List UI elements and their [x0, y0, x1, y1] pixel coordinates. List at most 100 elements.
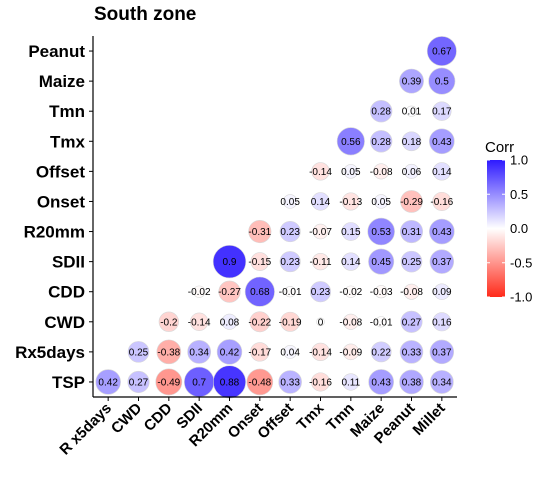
- corr-value-label: -0.16: [309, 377, 332, 388]
- row-label: Onset: [37, 192, 86, 211]
- corr-value-label: 0.05: [341, 167, 361, 178]
- corr-circle: [432, 312, 452, 332]
- row-label: R20mm: [24, 223, 85, 242]
- corr-circle: [341, 222, 361, 241]
- corr-circle: [341, 252, 360, 271]
- corr-value-label: 0.37: [432, 257, 452, 268]
- corr-value-label: -0.14: [188, 317, 211, 328]
- corr-value-label: 0.18: [402, 137, 422, 148]
- corr-circle: [127, 341, 150, 363]
- corr-circle: [368, 369, 394, 395]
- corr-circle: [311, 162, 330, 181]
- corr-circle: [399, 68, 424, 94]
- corr-circle: [221, 313, 238, 330]
- corr-value-label: -0.07: [309, 227, 332, 238]
- corr-circle: [426, 36, 457, 66]
- legend-tick-label: -1.0: [510, 290, 532, 305]
- corr-circle: [400, 310, 423, 333]
- corr-circle: [158, 311, 179, 332]
- row-label: CDD: [48, 283, 85, 302]
- corr-circle: [156, 339, 182, 365]
- corr-circle: [373, 163, 390, 180]
- corr-circle: [342, 313, 359, 330]
- corr-value-label: -0.08: [400, 287, 423, 298]
- corr-circle: [400, 190, 423, 213]
- corr-value-label: 0.04: [280, 347, 300, 358]
- corr-value-label: 0.28: [371, 107, 391, 118]
- corr-circle: [282, 194, 298, 209]
- corr-value-label: 0.34: [189, 347, 209, 358]
- corr-value-label: 0.17: [432, 107, 452, 118]
- corr-value-label: -0.2: [160, 317, 178, 328]
- legend-tick-label: 1.0: [510, 153, 528, 168]
- corr-value-label: -0.49: [157, 377, 180, 388]
- row-label: TSP: [52, 373, 85, 392]
- corr-value-label: 0.43: [432, 137, 452, 148]
- corr-value-label: 0.14: [432, 167, 452, 178]
- corr-value-label: 0.45: [371, 257, 391, 268]
- corr-value-label: 0.25: [402, 257, 422, 268]
- corr-value-label: -0.48: [248, 377, 271, 388]
- corr-circle: [399, 369, 424, 395]
- corr-value-label: -0.01: [279, 287, 302, 298]
- corr-circle: [309, 281, 332, 303]
- corr-circle: [367, 217, 395, 246]
- corr-value-label: -0.15: [248, 257, 271, 268]
- corr-circle: [279, 251, 301, 273]
- corr-circle: [250, 342, 270, 362]
- corr-value-label: 0.05: [280, 197, 300, 208]
- corr-value-label: -0.14: [309, 167, 332, 178]
- corr-value-label: 0: [318, 317, 324, 328]
- corr-value-label: 0.68: [250, 287, 270, 298]
- corr-value-label: 0.56: [341, 137, 361, 148]
- corr-value-label: -0.31: [248, 227, 271, 238]
- row-label: Tmx: [50, 132, 86, 151]
- corr-value-label: 0.28: [371, 137, 391, 148]
- corr-value-label: -0.19: [279, 317, 302, 328]
- corr-circle: [244, 276, 275, 307]
- legend-tick-label: 0.0: [510, 221, 528, 236]
- row-label: SDII: [52, 253, 85, 272]
- corr-circle: [311, 342, 330, 362]
- corr-circle: [404, 163, 419, 179]
- corr-value-label: 0.27: [129, 377, 149, 388]
- corr-circle: [429, 249, 455, 274]
- column-label: CDD: [141, 400, 176, 435]
- corr-value-label: 0.43: [371, 377, 391, 388]
- column-labels: R x5daysCWDCDDSDIIR20mmOnsetOffsetTmxTmn…: [56, 399, 448, 458]
- row-labels: Peanut Maize Tmn Tmx Offset Onset R20mm SDII CDD…: [15, 42, 85, 392]
- legend-title: Corr: [485, 139, 514, 156]
- corr-circle: [249, 311, 271, 333]
- corr-circle: [312, 223, 329, 240]
- corr-circle: [400, 250, 423, 273]
- corr-circle: [187, 339, 212, 364]
- corr-circle: [373, 194, 389, 209]
- corr-circle: [343, 164, 359, 179]
- corr-circle: [280, 311, 301, 332]
- row-label: Offset: [36, 162, 85, 181]
- corr-value-label: 0.33: [280, 377, 300, 388]
- corr-value-label: 0.42: [98, 377, 118, 388]
- row-label: Peanut: [28, 42, 85, 61]
- legend-tick-label: -0.5: [510, 255, 532, 270]
- legend-tick-label: 0.5: [510, 187, 528, 202]
- corr-circle: [368, 248, 395, 275]
- corr-value-label: -0.29: [400, 197, 423, 208]
- corr-circle: [432, 162, 451, 181]
- corr-circle: [278, 370, 302, 394]
- corr-circle: [155, 368, 183, 396]
- corr-circle: [428, 67, 456, 95]
- corr-circle: [212, 244, 247, 279]
- corr-circle: [432, 101, 452, 121]
- corr-value-label: -0.14: [309, 347, 332, 358]
- corr-value-label: 0.39: [402, 77, 422, 88]
- corr-value-label: 0.27: [402, 317, 422, 328]
- corr-value-label: 0.11: [341, 377, 360, 388]
- corr-value-label: 0.33: [402, 347, 422, 358]
- column-label: CWD: [108, 400, 145, 437]
- corr-circle: [95, 369, 121, 395]
- corr-value-label: 0.23: [311, 287, 331, 298]
- corr-circle: [248, 220, 272, 244]
- row-label: Rx5days: [15, 343, 85, 362]
